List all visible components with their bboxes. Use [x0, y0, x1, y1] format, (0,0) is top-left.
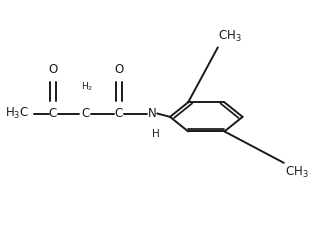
Text: C: C: [115, 107, 123, 120]
Text: H$_3$C: H$_3$C: [5, 106, 29, 121]
Text: CH$_3$: CH$_3$: [217, 29, 241, 44]
Text: N: N: [148, 107, 156, 120]
Text: C: C: [49, 107, 57, 120]
Text: C: C: [82, 107, 90, 120]
Text: O: O: [48, 63, 58, 76]
Text: H: H: [152, 129, 160, 139]
Text: H$_2$: H$_2$: [82, 80, 94, 93]
Text: CH$_3$: CH$_3$: [285, 165, 309, 180]
Text: O: O: [114, 63, 124, 76]
